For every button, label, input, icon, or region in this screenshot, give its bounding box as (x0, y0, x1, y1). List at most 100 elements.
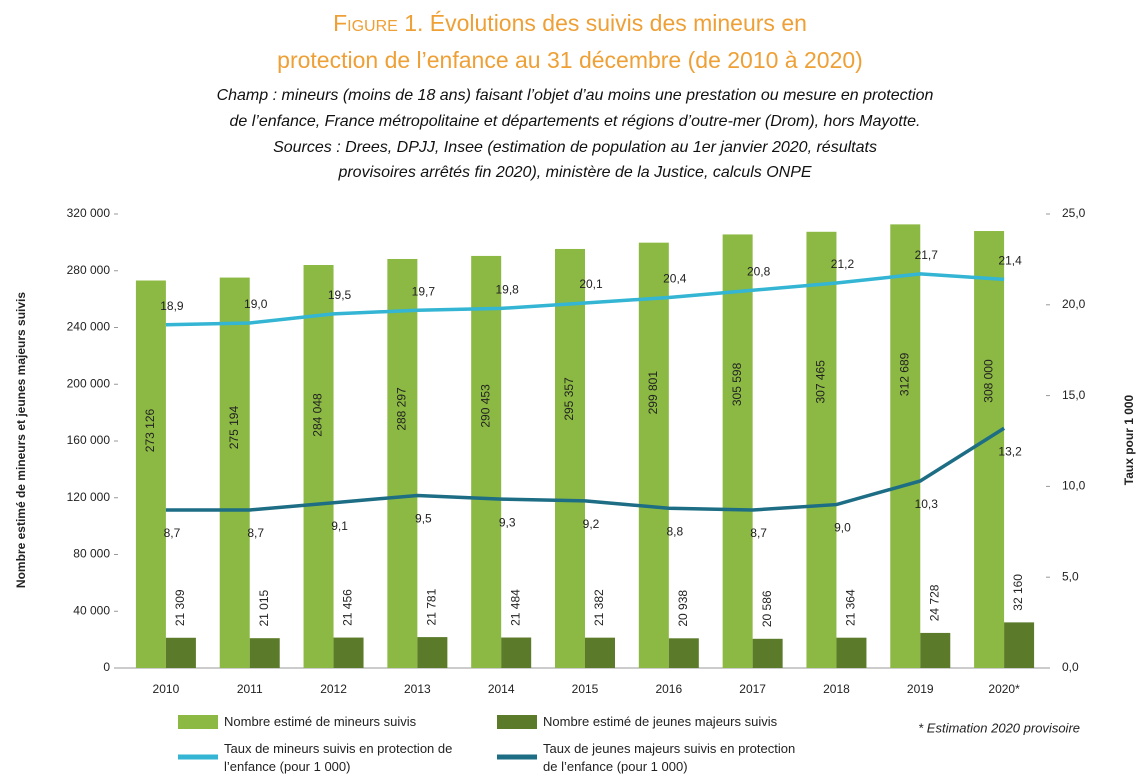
x-tick-label: 2018 (823, 682, 850, 696)
bar (836, 637, 867, 668)
bar (165, 637, 196, 668)
x-tick-label: 2015 (572, 682, 599, 696)
value-label: 21 309 (173, 589, 187, 626)
y-tick-label: 320 000 (67, 206, 111, 220)
value-label: 21 781 (425, 588, 439, 625)
value-label: 21 382 (592, 589, 606, 626)
y-axis-label: Nombre estimé de mineurs et jeunes majeu… (14, 292, 28, 588)
value-label: 21,7 (915, 248, 939, 262)
y-tick-label: 40 000 (73, 603, 110, 617)
bar (555, 248, 585, 668)
value-label: 20,1 (579, 277, 603, 291)
value-label: 21 364 (844, 589, 858, 626)
subtitle: de l’enfance, France métropolitaine et d… (230, 113, 921, 130)
bar (722, 234, 753, 668)
value-label: 20,4 (663, 272, 687, 286)
y2-tick-label: 5,0 (1062, 569, 1079, 583)
value-label: 288 297 (395, 387, 409, 431)
bar (668, 638, 699, 668)
subtitle: provisoires arrêtés fin 2020), ministère… (337, 164, 811, 181)
x-tick-label: 2013 (404, 682, 431, 696)
value-label: 308 000 (981, 359, 995, 403)
value-label: 273 126 (143, 408, 157, 452)
x-tick-label: 2016 (655, 682, 682, 696)
legend-swatch (497, 715, 537, 729)
y-tick-label: 0 (103, 660, 110, 674)
value-label: 21 484 (508, 589, 522, 626)
legend-entry: Nombre estimé de jeunes majeurs suivis (543, 714, 778, 729)
y-tick-label: 240 000 (67, 320, 111, 334)
value-label: 9,0 (834, 521, 851, 535)
value-label: 312 689 (897, 352, 911, 396)
bar (806, 231, 837, 668)
legend-entry: Taux de mineurs suivis en protection de … (224, 741, 453, 774)
legend-swatch (178, 715, 218, 729)
bar (387, 258, 418, 668)
x-tick-label: 2014 (488, 682, 515, 696)
value-label: 284 048 (311, 393, 325, 437)
y2-tick-label: 0,0 (1062, 660, 1079, 674)
x-tick-label: 2019 (907, 682, 934, 696)
x-tick-label: 2012 (320, 682, 347, 696)
subtitle: Champ : mineurs (moins de 18 ans) faisan… (217, 87, 934, 104)
value-label: 299 801 (646, 371, 660, 415)
chart-title-line: Figure 1. Évolutions des suivis des mine… (333, 10, 807, 36)
bar (1004, 622, 1035, 668)
value-label: 21 015 (257, 590, 271, 627)
bar (249, 638, 280, 668)
bar (638, 242, 669, 668)
value-label: 290 453 (478, 384, 492, 428)
value-label: 275 194 (227, 406, 241, 450)
bar (752, 638, 783, 668)
value-label: 8,7 (164, 526, 181, 540)
y-tick-label: 80 000 (73, 547, 110, 561)
legend-entry: Nombre estimé de mineurs suivis (224, 714, 417, 729)
title-part: Évolutions des suivis des mineurs en (430, 10, 807, 36)
bar (303, 265, 334, 668)
value-label: 21,2 (831, 257, 855, 271)
y-tick-label: 120 000 (67, 490, 111, 504)
value-label: 305 598 (730, 362, 744, 406)
legend-entry: Taux de jeunes majeurs suivis en protect… (543, 741, 796, 774)
x-tick-label: 2010 (153, 682, 180, 696)
bar (920, 632, 951, 668)
bar (890, 224, 921, 668)
bar (219, 277, 250, 668)
x-tick-label: 2020* (988, 682, 1020, 696)
bar (585, 637, 615, 668)
value-label: 20 586 (760, 590, 774, 627)
bar (333, 637, 364, 668)
y-tick-label: 160 000 (67, 433, 111, 447)
value-label: 13,2 (998, 444, 1022, 458)
y2-tick-label: 10,0 (1062, 479, 1086, 493)
line (165, 272, 1005, 327)
value-label: 21,4 (998, 254, 1022, 268)
value-label: 307 465 (814, 360, 828, 404)
value-label: 9,3 (499, 515, 516, 529)
value-label: 19,5 (328, 288, 352, 302)
bar (501, 637, 532, 668)
value-label: 32 160 (1011, 574, 1025, 611)
value-label: 19,7 (412, 284, 436, 298)
value-label: 18,9 (160, 299, 184, 313)
value-label: 24 728 (927, 584, 941, 621)
value-label: 9,5 (415, 512, 432, 526)
figure-label: Figure 1. (333, 10, 423, 36)
y2-axis-label: Taux pour 1 000 (1122, 394, 1136, 485)
subtitle: Sources : Drees, DPJJ, Insee (estimation… (273, 139, 877, 156)
value-label: 295 357 (562, 377, 576, 421)
note: * Estimation 2020 provisoire (918, 720, 1080, 735)
value-label: 10,3 (915, 497, 939, 511)
y2-tick-label: 20,0 (1062, 297, 1086, 311)
y-tick-label: 280 000 (67, 263, 111, 277)
x-tick-label: 2011 (237, 682, 263, 696)
value-label: 9,2 (583, 517, 600, 531)
x-tick-label: 2017 (739, 682, 766, 696)
value-label: 20 938 (676, 590, 690, 627)
value-label: 19,8 (496, 283, 520, 297)
value-label: 8,7 (750, 526, 767, 540)
bar (471, 255, 502, 668)
y-tick-label: 200 000 (67, 376, 111, 390)
